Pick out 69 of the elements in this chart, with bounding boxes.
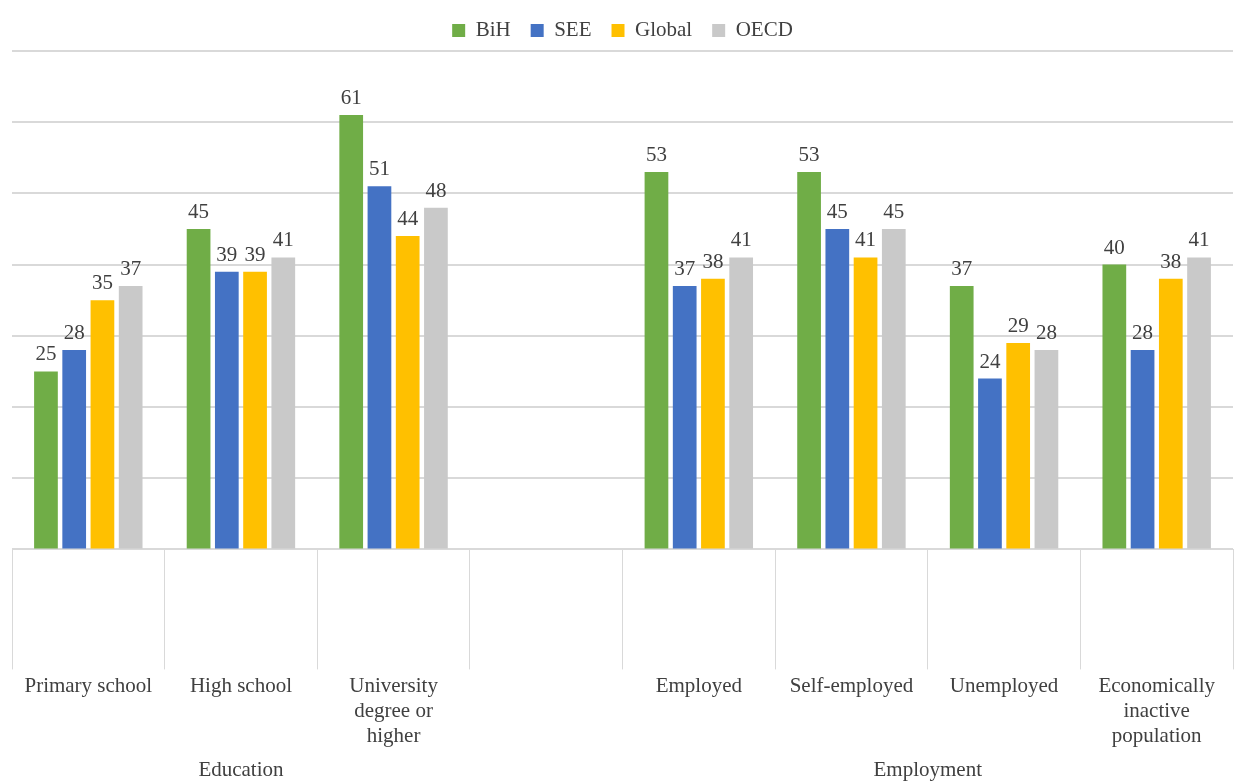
- bar: [1187, 257, 1211, 549]
- bar: [186, 229, 211, 549]
- bar: [339, 115, 364, 549]
- bar: [729, 257, 754, 549]
- x-tick-label: Economically inactive population: [1098, 672, 1216, 747]
- data-label: 35: [91, 270, 113, 295]
- bar: [644, 172, 669, 549]
- data-label: 25: [35, 341, 57, 366]
- data-label: 41: [1188, 227, 1210, 252]
- data-label: 24: [979, 348, 1001, 373]
- data-label: 51: [368, 156, 390, 181]
- data-label: 45: [188, 199, 210, 224]
- bar: [853, 257, 878, 549]
- bar: [62, 350, 87, 549]
- bar: [243, 271, 267, 549]
- data-label: 38: [702, 248, 724, 273]
- data-label: 28: [1132, 320, 1154, 345]
- data-label: 37: [120, 255, 142, 280]
- bar: [825, 229, 850, 549]
- data-label: 38: [1160, 248, 1182, 273]
- data-label: 41: [272, 227, 294, 252]
- data-label: 45: [883, 199, 905, 224]
- bar: [1006, 342, 1031, 549]
- data-label: 40: [1103, 234, 1125, 259]
- bar: [395, 236, 420, 549]
- bar: [881, 229, 906, 549]
- x-tick-label: High school: [189, 672, 293, 697]
- x-tick-label: Employed: [655, 672, 743, 697]
- x-tick-label: Primary school: [24, 672, 153, 697]
- legend-label: SEE: [554, 17, 592, 42]
- bar: [797, 172, 821, 549]
- data-label: 37: [951, 255, 973, 280]
- text: Employment: [873, 757, 983, 782]
- bar: [672, 285, 697, 549]
- x-tick-label: Unemployed: [949, 672, 1059, 697]
- data-label: 37: [674, 255, 696, 280]
- data-label: 39: [244, 241, 266, 266]
- bar: [1034, 350, 1059, 549]
- bar: [34, 371, 58, 549]
- data-label: 44: [397, 206, 419, 231]
- data-label: 28: [1035, 320, 1057, 345]
- x-tick-label: University degree or higher: [349, 672, 439, 747]
- data-label: 28: [63, 320, 85, 345]
- data-label: 39: [216, 241, 238, 266]
- legend-label: Global: [635, 17, 693, 42]
- bar: [1158, 278, 1183, 549]
- legend-label: BiH: [475, 17, 511, 42]
- text: Education: [198, 757, 285, 782]
- data-label: 41: [730, 227, 752, 252]
- data-label: 45: [826, 199, 848, 224]
- bar: [367, 186, 392, 549]
- bar: [214, 271, 239, 549]
- data-label: 29: [1007, 312, 1029, 337]
- bar: [424, 207, 448, 549]
- x-tick-label: Self-employed: [789, 672, 914, 697]
- legend-label: OECD: [735, 17, 793, 42]
- bar: [949, 285, 974, 549]
- bar: [701, 278, 725, 549]
- bar: [1130, 350, 1155, 549]
- data-label: 41: [855, 227, 877, 252]
- bar: [978, 378, 1002, 549]
- bar: [118, 285, 143, 549]
- bar: [271, 257, 296, 549]
- bar: [90, 300, 115, 549]
- bar: [1102, 264, 1127, 549]
- data-label: 53: [645, 142, 667, 167]
- data-label: 48: [425, 177, 447, 202]
- data-label: 53: [798, 142, 820, 167]
- data-label: 61: [340, 85, 362, 110]
